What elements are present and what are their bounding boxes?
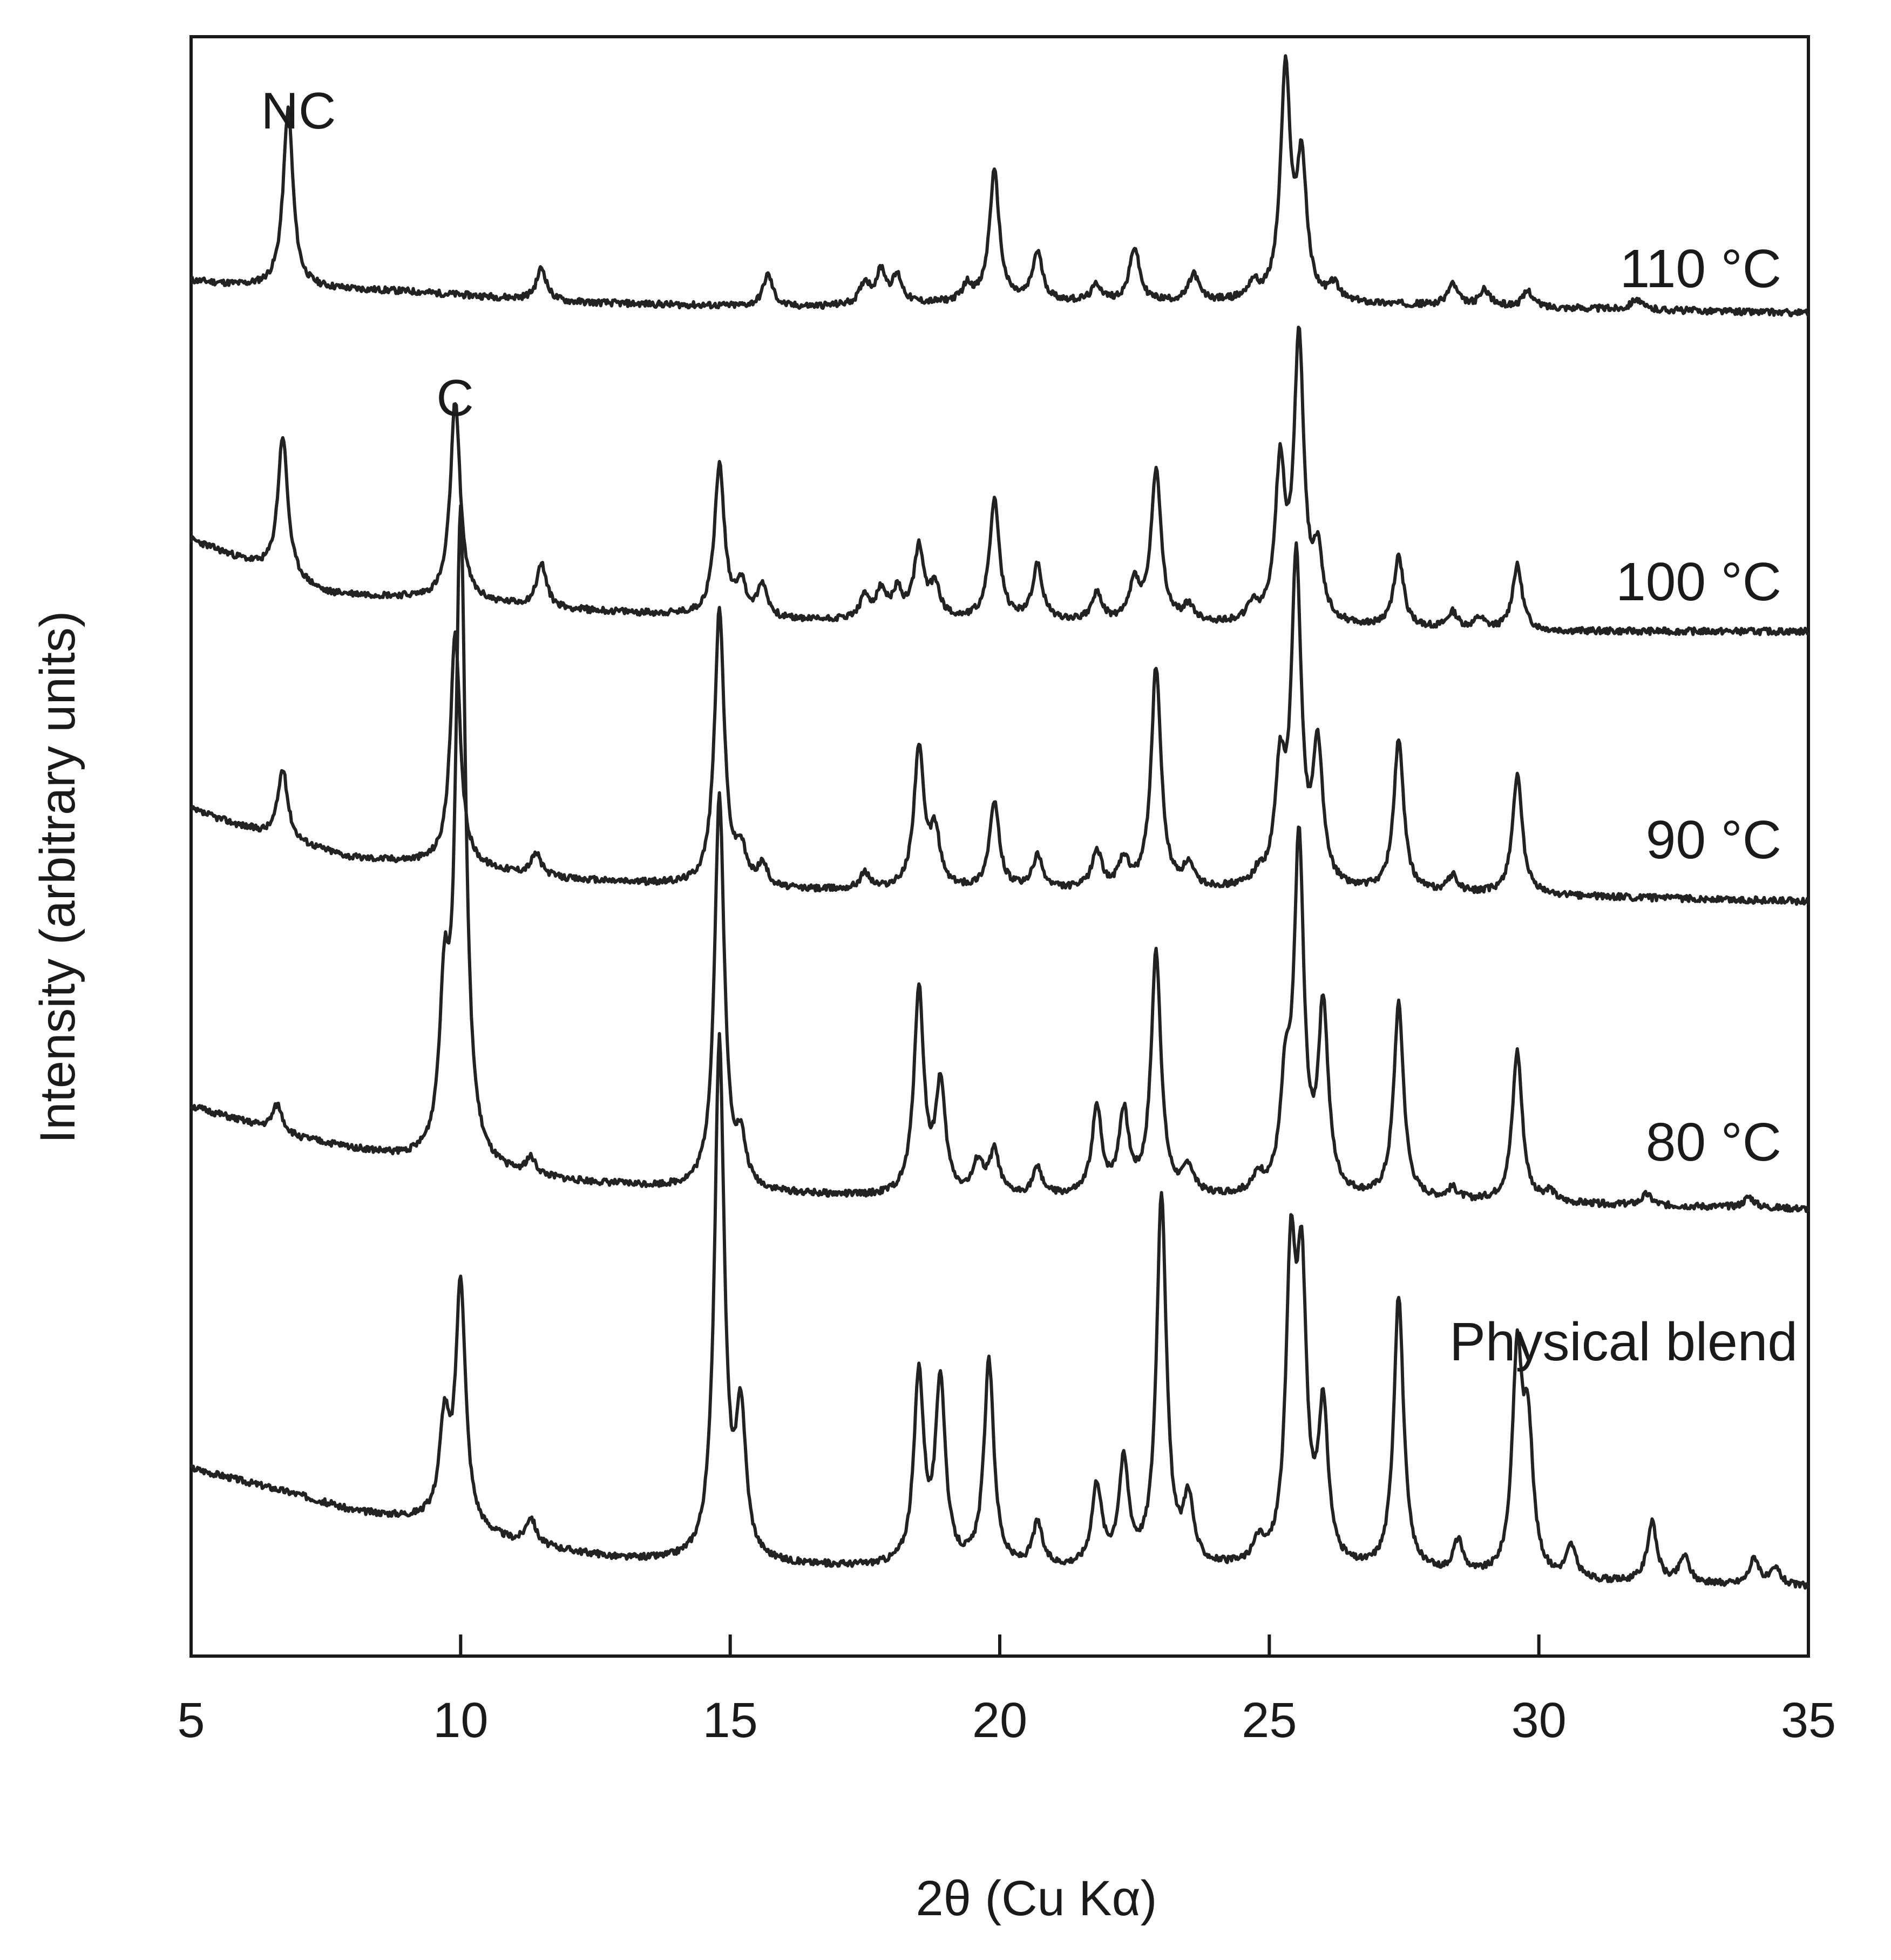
trace-80-c bbox=[189, 504, 1810, 1213]
series-label-physical-blend: Physical blend bbox=[1449, 1312, 1798, 1372]
trace-90-c bbox=[189, 541, 1810, 906]
x-tick-label-5: 5 bbox=[177, 1693, 205, 1748]
x-tick-label-25: 25 bbox=[1242, 1693, 1297, 1748]
x-axis-ticks: 5 10 15 20 25 30 35 bbox=[177, 1635, 1836, 1748]
x-tick-label-30: 30 bbox=[1511, 1693, 1566, 1748]
series-label-110: 110 °C bbox=[1620, 239, 1781, 299]
x-tick-label-10: 10 bbox=[433, 1693, 488, 1748]
series-label-80: 80 °C bbox=[1646, 1112, 1781, 1172]
series-label-90: 90 °C bbox=[1646, 810, 1781, 870]
annotation-nc: NC bbox=[261, 82, 336, 140]
annotation-c: C bbox=[436, 369, 473, 427]
x-tick-label-15: 15 bbox=[702, 1693, 757, 1748]
x-tick-label-20: 20 bbox=[972, 1693, 1027, 1748]
series-label-100: 100 °C bbox=[1616, 552, 1781, 612]
x-tick-label-35: 35 bbox=[1781, 1693, 1836, 1748]
x-axis-title: 2θ (Cu Kα) bbox=[916, 1871, 1157, 1926]
trace-100-c bbox=[189, 325, 1810, 636]
traces-group bbox=[189, 54, 1810, 1590]
trace-110-c bbox=[189, 54, 1810, 318]
y-axis-title: Intensity (arbitrary units) bbox=[30, 611, 85, 1144]
trace-physical-blend bbox=[189, 1032, 1810, 1590]
